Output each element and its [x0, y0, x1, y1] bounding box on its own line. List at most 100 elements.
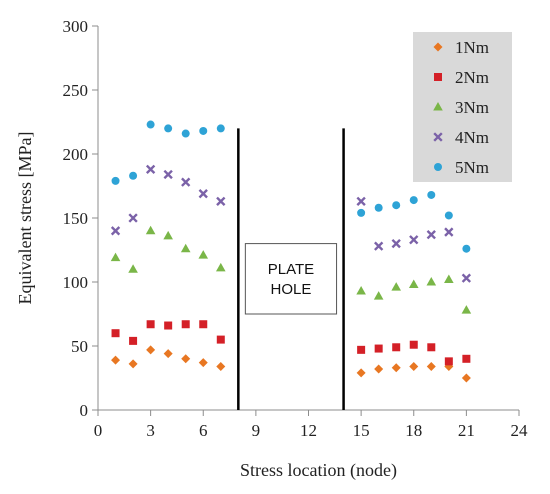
series-3Nm — [110, 225, 472, 314]
data-point — [163, 349, 173, 359]
y-tick-label: 100 — [63, 273, 89, 292]
data-point — [444, 211, 453, 220]
legend: 1Nm 2Nm 3Nm 4Nm 5Nm — [413, 32, 512, 182]
data-point — [198, 189, 208, 199]
data-point — [357, 208, 366, 217]
x-tick-label: 9 — [252, 421, 261, 440]
data-point — [391, 363, 401, 373]
x-tick-label: 18 — [405, 421, 422, 440]
data-point — [181, 320, 190, 329]
legend-marker — [433, 132, 443, 142]
data-point — [461, 373, 471, 383]
y-tick-label: 250 — [63, 81, 89, 100]
data-point — [356, 285, 366, 295]
data-point — [391, 282, 402, 291]
data-point — [199, 126, 208, 135]
legend-marker — [434, 73, 442, 81]
legend-box — [413, 32, 512, 182]
data-point — [110, 252, 121, 262]
data-point — [426, 229, 436, 240]
data-point — [444, 274, 454, 283]
legend-label: 3Nm — [455, 98, 489, 117]
data-point — [216, 196, 226, 207]
data-point — [216, 361, 226, 371]
data-point — [110, 226, 121, 236]
data-point — [374, 203, 383, 212]
data-point — [461, 305, 472, 314]
plate-hole-annotation: PLATE HOLE — [244, 243, 338, 315]
y-tick-label: 150 — [63, 209, 89, 228]
data-point — [356, 368, 366, 378]
series-2Nm — [111, 320, 471, 366]
x-axis-title: Stress location (node) — [240, 460, 397, 481]
plate-hole-boundaries — [237, 128, 345, 410]
axes: 0 50 100 150 200 250 300 0 3 6 9 12 15 18 21 24 — [63, 17, 529, 440]
legend-marker — [433, 102, 443, 111]
y-tick-label: 300 — [63, 17, 89, 36]
data-point — [392, 201, 401, 210]
data-point — [146, 320, 155, 329]
data-point — [392, 343, 401, 352]
data-point — [111, 176, 120, 185]
data-point — [111, 355, 121, 365]
y-tick-label: 200 — [63, 145, 89, 164]
data-point — [164, 124, 173, 133]
data-point — [409, 361, 419, 371]
data-point — [374, 241, 384, 251]
data-point — [462, 354, 471, 363]
data-point — [216, 335, 225, 344]
data-point — [129, 171, 138, 180]
data-point — [216, 124, 225, 133]
data-point — [426, 277, 437, 286]
y-tick-label: 50 — [71, 337, 88, 356]
data-point — [164, 321, 173, 330]
series-5Nm — [111, 120, 471, 253]
data-point — [145, 164, 156, 175]
y-axis-title: Equivalent stress [MPa] — [15, 132, 35, 305]
data-point — [357, 345, 366, 354]
legend-marker — [434, 163, 442, 171]
data-point — [461, 273, 472, 283]
data-point — [180, 243, 191, 253]
data-point — [129, 336, 138, 345]
data-point — [374, 364, 384, 374]
data-point — [198, 358, 208, 368]
series-1Nm — [111, 345, 471, 383]
data-point — [409, 235, 419, 245]
legend-label: 1Nm — [455, 38, 489, 57]
data-point — [409, 340, 418, 349]
data-point — [373, 291, 384, 300]
plate-hole-box — [244, 243, 338, 315]
data-point — [128, 264, 138, 273]
data-point — [111, 329, 120, 338]
data-point — [426, 361, 436, 371]
data-point — [163, 230, 173, 240]
data-point — [427, 343, 436, 352]
plate-hole-label-line-2: HOLE — [271, 281, 312, 298]
data-point — [198, 250, 209, 259]
plate-hole-label-line-1: PLATE — [268, 261, 314, 278]
data-point — [409, 196, 418, 205]
legend-marker — [433, 42, 443, 52]
data-point — [444, 357, 453, 366]
x-tick-label: 21 — [458, 421, 475, 440]
data-point — [146, 120, 155, 129]
data-point — [145, 225, 156, 235]
data-point — [128, 213, 138, 223]
x-tick-label: 3 — [146, 421, 155, 440]
x-tick-label: 24 — [511, 421, 529, 440]
legend-label: 5Nm — [455, 158, 489, 177]
legend-label: 2Nm — [455, 68, 489, 87]
series-4Nm — [110, 164, 472, 283]
data-point — [374, 344, 383, 353]
data-point — [444, 227, 454, 237]
x-tick-label: 6 — [199, 421, 208, 440]
data-point — [181, 177, 191, 187]
legend-label: 4Nm — [455, 128, 489, 147]
data-point — [408, 279, 419, 289]
data-point — [181, 354, 191, 364]
data-point — [181, 129, 190, 138]
data-point — [427, 190, 436, 199]
data-point — [356, 196, 366, 207]
